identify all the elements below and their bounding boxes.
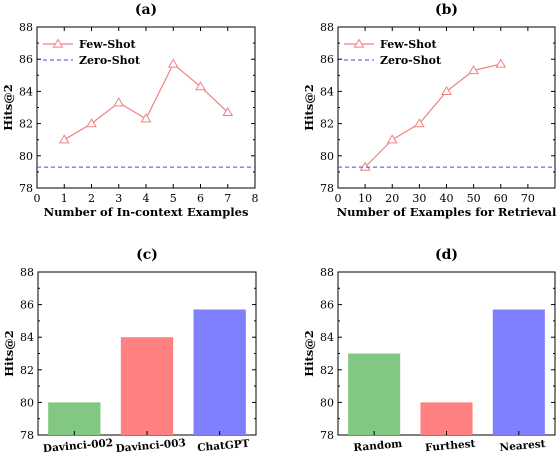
y-tick-label: 84 xyxy=(20,331,34,344)
x-tick-label: 60 xyxy=(494,192,508,205)
legend-label: Zero-Shot xyxy=(79,54,141,67)
y-tick-label: 86 xyxy=(20,299,34,312)
x-tick-label: 70 xyxy=(521,192,535,205)
bar-davinci-003 xyxy=(120,337,174,435)
panel-title: (d) xyxy=(435,247,458,263)
y-tick-label: 88 xyxy=(20,266,34,279)
bar-davinci-002 xyxy=(48,402,101,435)
series-line-few-shot xyxy=(63,63,229,141)
x-tick-label: ChatGPT xyxy=(197,438,250,455)
data-point-marker xyxy=(359,161,371,171)
legend-label: Few-Shot xyxy=(380,38,438,51)
x-tick-label: 30 xyxy=(412,192,426,205)
y-tick-label: 86 xyxy=(320,53,334,66)
x-tick-label: 1 xyxy=(61,192,68,205)
x-tick-label: 2 xyxy=(88,192,95,205)
bar-nearest xyxy=(492,309,545,435)
panel-title: (a) xyxy=(135,2,157,18)
y-tick-label: 78 xyxy=(19,182,33,195)
bar-furthest xyxy=(420,402,473,435)
panel-b: (b) 78 80 82 84 86 88 Hits@2 0 10 20 30 40 50 60 70Numb… xyxy=(302,2,557,219)
y-axis-label: Hits@2 xyxy=(2,330,16,377)
x-tick-label: Davinci-003 xyxy=(115,437,186,455)
x-tick-label: Nearest xyxy=(499,438,546,454)
x-tick-label: Furthest xyxy=(425,438,476,454)
data-point-marker xyxy=(58,134,70,144)
data-point-marker xyxy=(140,113,152,123)
x-axis-label: Number of In-context Examples xyxy=(44,205,249,219)
bar-random xyxy=(348,353,401,435)
series-line-few-shot xyxy=(364,63,501,168)
data-point-marker xyxy=(495,58,507,68)
x-tick-label: 50 xyxy=(467,192,481,205)
y-tick-label: 80 xyxy=(320,396,334,409)
y-tick-label: 88 xyxy=(19,21,33,34)
bar-chatgpt xyxy=(193,309,246,435)
legend-label: Zero-Shot xyxy=(380,54,442,67)
y-tick-label: 88 xyxy=(320,21,334,34)
x-tick-label: 20 xyxy=(385,192,399,205)
y-tick-label: 84 xyxy=(320,85,334,98)
x-tick-label: 7 xyxy=(224,192,231,205)
x-axis-label: Number of Examples for Retrieval xyxy=(337,205,557,219)
x-tick-label: 0 xyxy=(335,192,342,205)
y-tick-label: 82 xyxy=(320,364,334,377)
y-axis-label: Hits@2 xyxy=(1,84,15,131)
y-tick-label: 86 xyxy=(19,53,33,66)
x-tick-label: 5 xyxy=(170,192,177,205)
y-tick-label: 84 xyxy=(320,331,334,344)
y-tick-label: 78 xyxy=(20,429,34,442)
panel-title: (b) xyxy=(435,2,458,18)
plot-frame xyxy=(337,26,556,189)
panel-c: (c) 78 80 82 84 86 88 Hits@2 Davinci-002 Davinci-… xyxy=(2,247,257,455)
data-point-marker xyxy=(86,118,97,128)
x-tick-label: 6 xyxy=(197,192,204,205)
data-point-marker xyxy=(167,58,179,68)
y-tick-label: 82 xyxy=(320,118,334,131)
data-point-marker xyxy=(468,64,479,75)
x-tick-label: Davinci-002 xyxy=(43,437,114,455)
y-tick-label: 80 xyxy=(320,150,334,163)
x-tick-label: 3 xyxy=(115,192,122,205)
y-tick-label: 84 xyxy=(19,85,33,98)
y-tick-label: 78 xyxy=(320,182,334,195)
y-axis-label: Hits@2 xyxy=(302,330,316,377)
y-tick-label: 78 xyxy=(320,429,334,442)
x-tick-label: 10 xyxy=(358,192,372,205)
data-point-marker xyxy=(386,134,398,144)
legend-label: Few-Shot xyxy=(79,38,137,51)
y-axis-label: Hits@2 xyxy=(302,84,316,131)
data-point-marker xyxy=(195,81,206,91)
x-tick-label: 0 xyxy=(34,192,41,205)
y-tick-label: 86 xyxy=(320,299,334,312)
x-tick-label: 4 xyxy=(143,192,150,205)
y-tick-label: 82 xyxy=(20,364,34,377)
y-tick-label: 80 xyxy=(20,396,34,409)
x-tick-label: 40 xyxy=(440,192,454,205)
data-point-marker xyxy=(414,118,425,128)
data-point-marker xyxy=(441,85,452,96)
x-tick-label: 8 xyxy=(252,192,259,205)
x-tick-label: Random xyxy=(353,438,403,454)
data-point-marker xyxy=(113,97,125,107)
legend-marker xyxy=(353,38,365,48)
y-tick-label: 82 xyxy=(19,118,33,131)
panel-d: (d) 78 80 82 84 86 88 Hits@2 Random Furthest Neare… xyxy=(302,247,556,454)
data-point-marker xyxy=(222,106,234,116)
y-tick-label: 88 xyxy=(320,266,334,279)
panel-title: (c) xyxy=(136,247,158,263)
legend-marker xyxy=(52,38,64,48)
y-tick-label: 80 xyxy=(19,150,33,163)
